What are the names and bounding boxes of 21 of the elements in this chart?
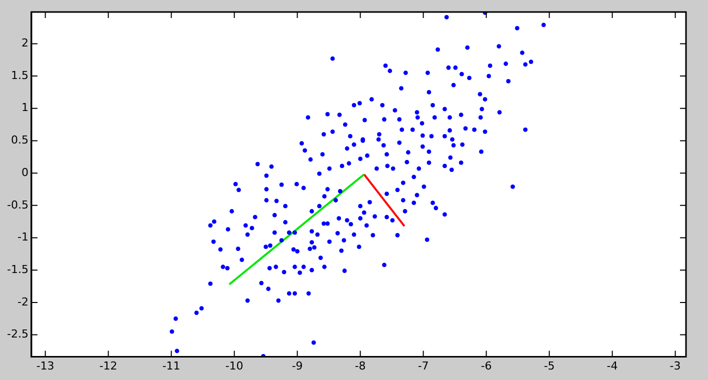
x-tick-label: -10 <box>225 359 244 372</box>
x-tick-label: -7 <box>418 359 429 372</box>
x-tick-label: -3 <box>670 359 681 372</box>
y-tick-label: -1 <box>17 230 28 244</box>
x-tick-label: -9 <box>292 359 303 372</box>
x-tick-label: -11 <box>162 359 180 372</box>
x-tick-label: -4 <box>606 359 618 372</box>
y-tick-label: -1.5 <box>6 262 28 276</box>
y-tick-label: 0.5 <box>10 134 28 147</box>
y-tick-label: 2 <box>21 36 28 50</box>
x-tick-label: -8 <box>354 359 366 372</box>
y-tick-label: 1.5 <box>10 68 28 82</box>
y-tick-label: 1 <box>21 101 28 114</box>
x-tick-label: -6 <box>480 359 492 372</box>
y-tick-label: -2.5 <box>6 328 28 341</box>
x-tick-label: -12 <box>99 359 118 372</box>
x-tick-label: -5 <box>544 359 555 372</box>
y-tick-label: 0 <box>21 166 28 179</box>
y-tick-label: -2 <box>17 295 28 308</box>
x-tick-label: -13 <box>36 359 54 372</box>
y-tick-label: -0.5 <box>6 198 28 212</box>
